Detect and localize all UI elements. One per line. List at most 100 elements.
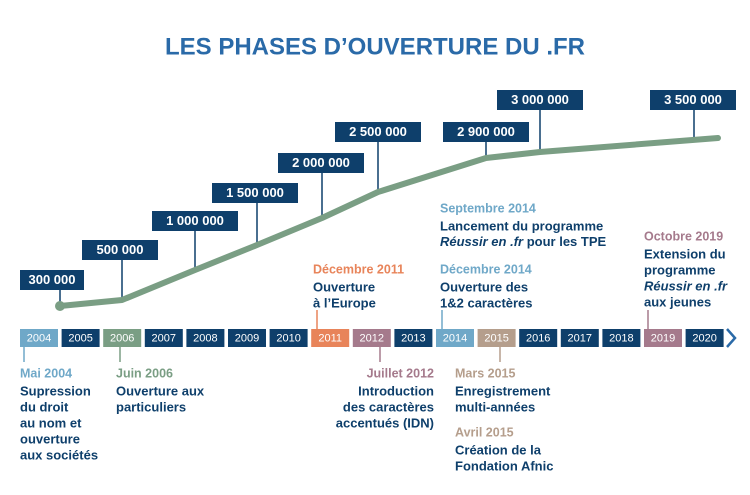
line: particuliers [116,399,186,414]
date: Septembre 2014 [440,201,536,215]
year-label: 2004 [27,332,51,344]
year-box [394,329,433,347]
volume-box [335,122,421,142]
volume-box [152,211,238,231]
year-label: 2010 [276,332,300,344]
year-box [477,329,516,347]
event-mars2015: Mars 2015 Enregistrement multi-années [455,366,551,414]
volume-label: 2 900 000 [457,124,515,139]
year-box [352,329,391,347]
year-box [560,329,599,347]
year-box [186,329,225,347]
year-label: 2019 [651,332,675,344]
year-label: 2011 [318,332,342,344]
title: LES PHASES D’OUVERTURE DU .FR [165,33,585,60]
line: Enregistrement [455,383,551,398]
date: Octobre 2019 [644,229,723,243]
connectors [23,310,649,362]
line: Lancement du programme [440,218,603,233]
event-dec2014: Décembre 2014 Ouverture des 1&2 caractèr… [440,262,533,310]
year-label: 2013 [401,332,425,344]
date: Juillet 2012 [367,366,434,380]
volume-label: 1 500 000 [226,185,284,200]
volume-box [650,90,736,110]
volume-label: 3 000 000 [511,92,569,107]
year-label: 2014 [443,332,467,344]
date: Juin 2006 [116,366,173,380]
year-label: 2012 [360,332,384,344]
date: Décembre 2011 [313,262,404,276]
volume-label: 1 000 000 [166,213,224,228]
arrow [726,328,737,348]
start-dot [55,301,65,311]
volume-label: 3 500 000 [664,92,722,107]
year-box [61,329,100,347]
italic: Réussir en .fr [440,234,524,249]
event-juil2012: Juillet 2012 Introduction des caractères… [336,366,434,430]
volume-box [212,183,298,203]
year-box [269,329,308,347]
year-label: 2018 [609,332,633,344]
line: Ouverture [313,279,375,294]
volume-label: 2 000 000 [292,155,350,170]
year-box [436,329,474,347]
year-label: 2005 [68,332,92,344]
year-label: 2016 [526,332,550,344]
year-label: 2017 [568,332,592,344]
year-box [103,329,142,347]
line: Ouverture aux [116,383,205,398]
year-box [519,329,558,347]
line: ouverture [20,431,80,446]
text: pour les TPE [527,234,607,249]
year-box [685,329,724,347]
volume-label: 300 000 [29,272,76,287]
line: Extension du [644,246,726,261]
line: 1&2 caractères [440,295,533,310]
year-box [144,329,183,347]
event-juin2006: Juin 2006 Ouverture aux particuliers [116,366,205,414]
year-box [228,329,266,347]
date: Décembre 2014 [440,262,532,276]
line: Réussir en .fr [644,278,728,293]
line: Introduction [358,383,434,398]
line: Création de la [455,442,542,457]
date: Avril 2015 [455,425,514,439]
year-label: 2006 [110,332,134,344]
event-sep2014: Septembre 2014 Lancement du programme Ré… [440,201,607,249]
volume-label: 500 000 [97,242,144,257]
event-mai2004: Mai 2004 Supression du droit au nom et o… [20,366,98,462]
year-label: 2009 [235,332,259,344]
line: au nom et [20,415,82,430]
line: aux jeunes [644,294,711,309]
line: des caractères [343,399,434,414]
event-avr2015: Avril 2015 Création de la Fondation Afni… [455,425,553,473]
volume-box [278,153,364,173]
line: programme [644,262,716,277]
volume-box [497,90,583,110]
event-oct2019: Octobre 2019 Extension du programme Réus… [644,229,728,309]
volume-label: 2 500 000 [349,124,407,139]
date: Mai 2004 [20,366,72,380]
year-box [602,329,641,347]
line: Ouverture des [440,279,528,294]
growth-line [57,135,721,309]
years: 2004 2005 2006 2007 2008 2009 2010 2011 2012 2013… [20,329,724,347]
event-dec2011: Décembre 2011 Ouverture à l’Europe [313,262,404,310]
line: multi-années [455,399,535,414]
year-box [644,329,682,347]
volume-box [82,240,158,260]
date: Mars 2015 [455,366,516,380]
year-box [20,329,58,347]
year-box [311,329,350,347]
year-label: 2015 [484,332,508,344]
year-label: 2007 [152,332,176,344]
year-label: 2008 [193,332,217,344]
line: aux sociétés [20,447,98,462]
line: accentués (IDN) [336,415,434,430]
line: à l’Europe [313,295,376,310]
line: Réussir en .fr pour les TPE [440,234,607,249]
line: du droit [20,399,69,414]
volume-box [443,122,529,142]
